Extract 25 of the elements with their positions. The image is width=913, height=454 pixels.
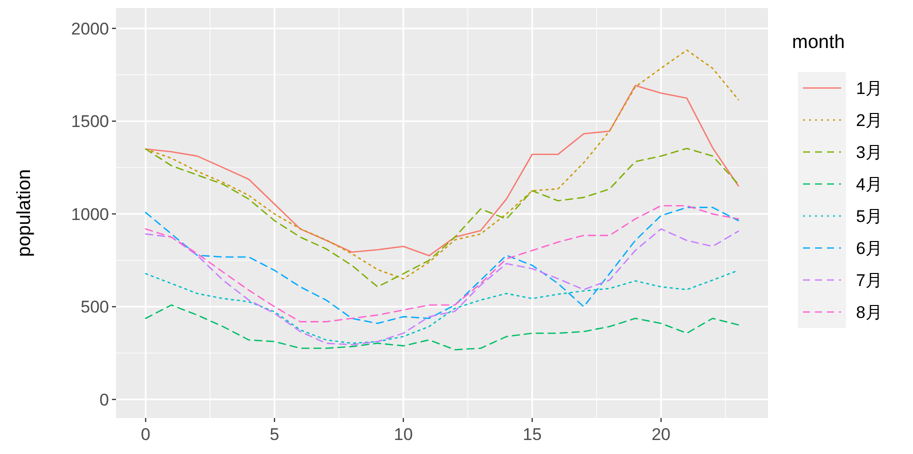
legend-label: 2月 bbox=[856, 111, 882, 130]
legend-title: month bbox=[792, 32, 845, 53]
legend-label: 7月 bbox=[856, 271, 882, 290]
x-tick-label: 5 bbox=[270, 425, 280, 444]
y-tick-label: 1000 bbox=[71, 204, 109, 224]
legend-label: 5月 bbox=[856, 207, 882, 226]
y-tick-label: 500 bbox=[80, 298, 109, 317]
x-tick-label: 10 bbox=[394, 425, 413, 444]
line-series bbox=[144, 84, 740, 256]
line-series bbox=[144, 304, 740, 350]
y-tick-label: 1500 bbox=[71, 112, 109, 132]
x-tick-label: 0 bbox=[140, 425, 150, 444]
y-tick-label: 0 bbox=[100, 390, 109, 410]
line-series bbox=[144, 228, 740, 346]
x-tick-label: 20 bbox=[652, 425, 671, 444]
y-tick-label: 2000 bbox=[71, 19, 109, 38]
x-tick-label: 15 bbox=[522, 425, 542, 444]
legend-label: 1月 bbox=[856, 79, 882, 98]
line-series bbox=[144, 148, 740, 288]
legend-label: 3月 bbox=[856, 143, 882, 162]
y-axis-title: population bbox=[14, 169, 35, 257]
legend-label: 6月 bbox=[856, 239, 882, 258]
legend-label: 4月 bbox=[856, 175, 882, 194]
line-series bbox=[144, 49, 740, 280]
legend-label: 8月 bbox=[856, 303, 882, 322]
